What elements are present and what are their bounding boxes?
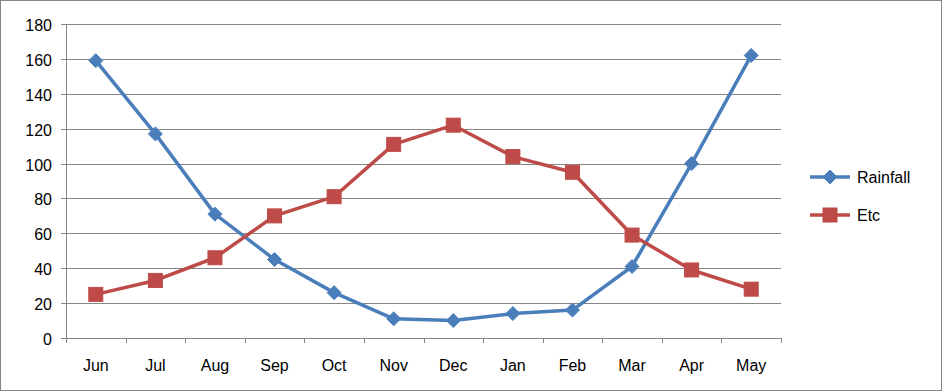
data-point xyxy=(685,263,699,277)
x-tick-label: Jan xyxy=(500,357,526,374)
y-tick xyxy=(61,94,66,95)
data-point xyxy=(506,150,520,164)
data-point xyxy=(625,228,639,242)
chart: 0 20 40 60 80 100 120 140 160 180 Jun Jul Aug Sep Oct N… xyxy=(0,0,942,391)
legend: Rainfall Etc xyxy=(810,169,910,224)
y-tick xyxy=(61,129,66,130)
x-tick-label: Mar xyxy=(618,357,646,374)
grid-line xyxy=(66,24,781,25)
data-point xyxy=(565,303,579,317)
x-tick-label: Jun xyxy=(83,357,109,374)
grid-line xyxy=(66,303,781,304)
y-tick-label: 60 xyxy=(34,226,52,243)
data-point xyxy=(148,273,162,287)
x-tick-label: Feb xyxy=(559,357,587,374)
x-axis-divider xyxy=(781,338,782,343)
y-tick-label: 80 xyxy=(34,191,52,208)
x-axis-divider xyxy=(424,338,425,343)
y-tick-label: 20 xyxy=(34,296,52,313)
y-tick xyxy=(61,24,66,25)
x-axis-divider xyxy=(304,338,305,343)
legend-marker xyxy=(823,208,837,222)
y-tick xyxy=(61,233,66,234)
x-tick-label: Sep xyxy=(260,357,289,374)
data-point xyxy=(744,48,758,62)
y-tick-label: 140 xyxy=(25,87,52,104)
x-axis-divider xyxy=(543,338,544,343)
grid-line xyxy=(66,164,781,165)
data-point xyxy=(565,165,579,179)
x-axis-divider xyxy=(662,338,663,343)
y-tick-label: 120 xyxy=(25,122,52,139)
grid-line xyxy=(66,268,781,269)
data-point xyxy=(89,54,103,68)
y-tick xyxy=(61,59,66,60)
y-axis xyxy=(66,24,67,338)
data-point xyxy=(208,251,222,265)
y-tick-label: 180 xyxy=(25,17,52,34)
data-point xyxy=(268,209,282,223)
x-tick-label: Apr xyxy=(679,357,705,374)
x-tick-label: Oct xyxy=(322,357,347,374)
x-axis xyxy=(66,338,781,339)
data-point xyxy=(387,137,401,151)
y-tick-label: 100 xyxy=(25,157,52,174)
x-axis-divider xyxy=(126,338,127,343)
grid-line xyxy=(66,198,781,199)
x-axis-divider xyxy=(602,338,603,343)
x-axis-divider xyxy=(245,338,246,343)
data-point xyxy=(685,157,699,171)
x-tick-label: Dec xyxy=(439,357,467,374)
data-point xyxy=(446,314,460,328)
y-tick xyxy=(61,338,66,339)
y-tick xyxy=(61,164,66,165)
x-tick-label: Nov xyxy=(379,357,407,374)
x-axis-divider xyxy=(185,338,186,343)
data-point xyxy=(327,190,341,204)
y-tick xyxy=(61,268,66,269)
x-tick-label: Jul xyxy=(145,357,165,374)
data-point xyxy=(387,312,401,326)
grid-line xyxy=(66,129,781,130)
plot-area xyxy=(89,48,758,327)
data-point xyxy=(208,207,222,221)
x-axis-divider xyxy=(66,338,67,343)
legend-label: Rainfall xyxy=(857,169,910,186)
y-tick-label: 160 xyxy=(25,52,52,69)
grid-line xyxy=(66,338,781,339)
data-point xyxy=(744,282,758,296)
y-tick-label: 40 xyxy=(34,261,52,278)
y-tick-label: 0 xyxy=(43,331,52,348)
legend-label: Etc xyxy=(857,207,880,224)
chart-border xyxy=(1,1,942,391)
data-point xyxy=(327,286,341,300)
y-tick xyxy=(61,198,66,199)
grid-line xyxy=(66,94,781,95)
data-point xyxy=(506,307,520,321)
series-line xyxy=(96,125,751,294)
grid-line xyxy=(66,233,781,234)
series-line xyxy=(96,55,751,320)
data-point xyxy=(625,259,639,273)
x-axis-divider xyxy=(721,338,722,343)
x-axis-divider xyxy=(364,338,365,343)
data-point xyxy=(148,127,162,141)
y-tick xyxy=(61,303,66,304)
data-point xyxy=(89,287,103,301)
legend-marker xyxy=(823,170,837,184)
data-point xyxy=(446,118,460,132)
data-point xyxy=(268,253,282,267)
x-tick-label: Aug xyxy=(201,357,229,374)
x-tick-label: May xyxy=(736,357,766,374)
chart-root: 0 20 40 60 80 100 120 140 160 180 Jun Jul Aug Sep Oct N… xyxy=(0,0,942,391)
grid-line xyxy=(66,59,781,60)
x-axis-divider xyxy=(483,338,484,343)
